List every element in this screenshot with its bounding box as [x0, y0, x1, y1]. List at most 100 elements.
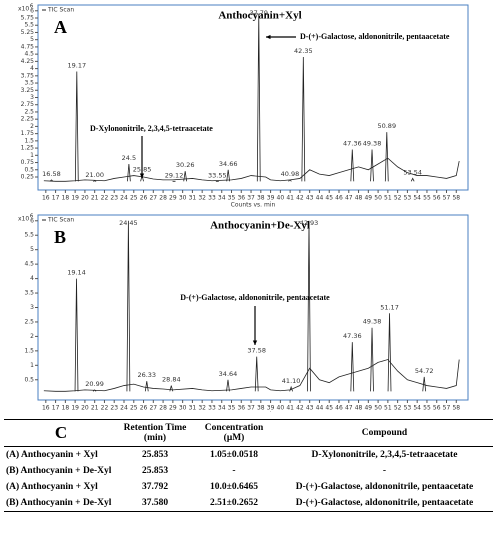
x-tick-label: 20 — [81, 195, 89, 202]
y-tick-label: 5.5 — [24, 22, 34, 29]
plot-frame — [37, 214, 469, 401]
x-tick-label: 30 — [179, 405, 187, 412]
peak — [410, 177, 415, 182]
x-tick-label: 28 — [159, 405, 167, 412]
table-row: (A) Anthocyanin + Xyl 25.853 1.05±0.0518 D-… — [4, 447, 493, 464]
peak-label: 42.35 — [294, 47, 313, 55]
x-tick-label: 36 — [237, 195, 245, 202]
x-tick-label: 31 — [189, 405, 197, 412]
x-tick-label: 52 — [394, 405, 402, 412]
table-cell: D-(+)-Galactose, aldononitrile, pentaace… — [295, 498, 474, 508]
x-tick-label: 41 — [286, 195, 294, 202]
annotation: D-Xylononitrile, 2,3,4,5-tetraacetate — [90, 124, 213, 133]
table-cell: 10.0±0.6465 — [210, 482, 258, 492]
peak — [92, 389, 97, 392]
y-tick-label: 1 — [30, 362, 34, 369]
x-tick-label: 49 — [364, 405, 372, 412]
y-tick-label: 3.25 — [21, 87, 35, 94]
peak — [183, 171, 188, 182]
y-tick-label: 1 — [30, 152, 34, 159]
peak — [144, 381, 149, 392]
y-tick-label: 2.5 — [24, 318, 34, 325]
y-tick-label: 5 — [30, 246, 34, 253]
x-tick-label: 51 — [384, 195, 392, 202]
x-tick-label: 22 — [101, 195, 109, 202]
peak — [226, 379, 230, 392]
x-tick-label: 27 — [149, 195, 157, 202]
y-tick-label: 2.75 — [21, 101, 35, 108]
annotation: D-(+)-Galactose, aldononitrile, pentaace… — [180, 293, 330, 302]
x-tick-label: 42 — [296, 405, 304, 412]
y-multiplier-exponent: 6 — [30, 4, 33, 10]
peak-label: 26.33 — [137, 371, 156, 379]
peak — [49, 179, 54, 182]
peak-label: 41.10 — [282, 377, 301, 385]
x-tick-label: 26 — [140, 405, 148, 412]
table-cell: - — [382, 466, 387, 476]
peak-label: 33.55 — [208, 171, 227, 179]
peak — [370, 149, 374, 182]
table-row: (A) Anthocyanin + Xyl 37.792 10.0±0.6465 D-… — [4, 479, 493, 495]
x-tick-label: 44 — [316, 405, 324, 412]
x-tick-label: 36 — [237, 405, 245, 412]
trace — [43, 157, 460, 182]
arrow-head — [266, 34, 271, 40]
peak — [384, 132, 389, 182]
peak-label: 30.26 — [176, 161, 195, 169]
y-tick-label: 0.75 — [21, 159, 35, 166]
results-table: C Retention Time (min) Concentration (μM… — [4, 419, 493, 512]
x-tick-label: 40 — [277, 405, 285, 412]
x-tick-label: 37 — [247, 195, 255, 202]
x-tick-label: 43 — [306, 405, 314, 412]
peak-label: 49.38 — [363, 140, 382, 148]
x-tick-label: 21 — [91, 195, 99, 202]
x-tick-label: 42 — [296, 195, 304, 202]
y-multiplier-exponent: 6 — [30, 214, 33, 220]
legend-label: TIC Scan — [47, 217, 74, 224]
y-tick-label: 3.5 — [24, 80, 34, 87]
table-cell: (A) Anthocyanin + Xyl — [6, 482, 98, 492]
x-axis-label: Counts vs. min — [231, 412, 276, 413]
x-tick-label: 41 — [286, 405, 294, 412]
x-tick-label: 18 — [62, 405, 70, 412]
y-tick-label: 2.25 — [21, 116, 35, 123]
panel-label: B — [54, 227, 66, 247]
y-tick-label: 0.5 — [24, 166, 34, 173]
table-cell: 37.792 — [141, 482, 169, 492]
x-tick-label: 58 — [452, 195, 460, 202]
table-cell: D-(+)-Galactose, aldononitrile, pentaace… — [295, 482, 474, 492]
x-tick-label: 56 — [433, 405, 441, 412]
charts: 16 17 18 19 20 21 22 23 24 25 26 27 28 29 30 31 32 33 34 35… — [18, 4, 469, 419]
y-tick-label: 1.75 — [21, 130, 35, 137]
x-tick-label: 24 — [120, 405, 128, 412]
table-body: (A) Anthocyanin + Xyl 25.853 1.05±0.0518 D-… — [4, 447, 493, 512]
x-tick-label: 49 — [364, 195, 372, 202]
annotation: D-(+)-Galactose, aldononitrile, pentaace… — [300, 32, 450, 41]
peak-label: 42.93 — [300, 219, 319, 227]
x-tick-label: 27 — [149, 405, 157, 412]
y-tick-label: 4.5 — [24, 261, 34, 268]
chart-title: Anthocyanin+Xyl — [218, 10, 301, 22]
x-tick-label: 39 — [267, 195, 275, 202]
panel-label: A — [54, 17, 67, 37]
y-multiplier: x10 — [18, 6, 29, 13]
y-tick-label: 3 — [30, 94, 34, 101]
table-cell: 37.580 — [141, 498, 169, 508]
peak-label: 37.79 — [249, 9, 268, 17]
x-tick-label: 38 — [257, 405, 265, 412]
x-tick-label: 35 — [228, 195, 236, 202]
arrow-head — [139, 173, 145, 178]
x-tick-label: 45 — [325, 195, 333, 202]
y-tick-label: 4.75 — [21, 43, 35, 50]
x-tick-label: 53 — [404, 405, 412, 412]
peak-label: 21.00 — [85, 171, 104, 179]
table-cell: (B) Anthocyanin + De-Xyl — [6, 466, 112, 476]
table-cell: 25.853 — [141, 450, 169, 460]
peak — [226, 169, 231, 182]
x-axis-label: Counts vs. min — [231, 202, 276, 209]
peak — [256, 13, 261, 182]
peak-label: 54.72 — [415, 367, 434, 375]
x-tick-label: 22 — [101, 405, 109, 412]
y-tick-label: 2.5 — [24, 108, 34, 115]
